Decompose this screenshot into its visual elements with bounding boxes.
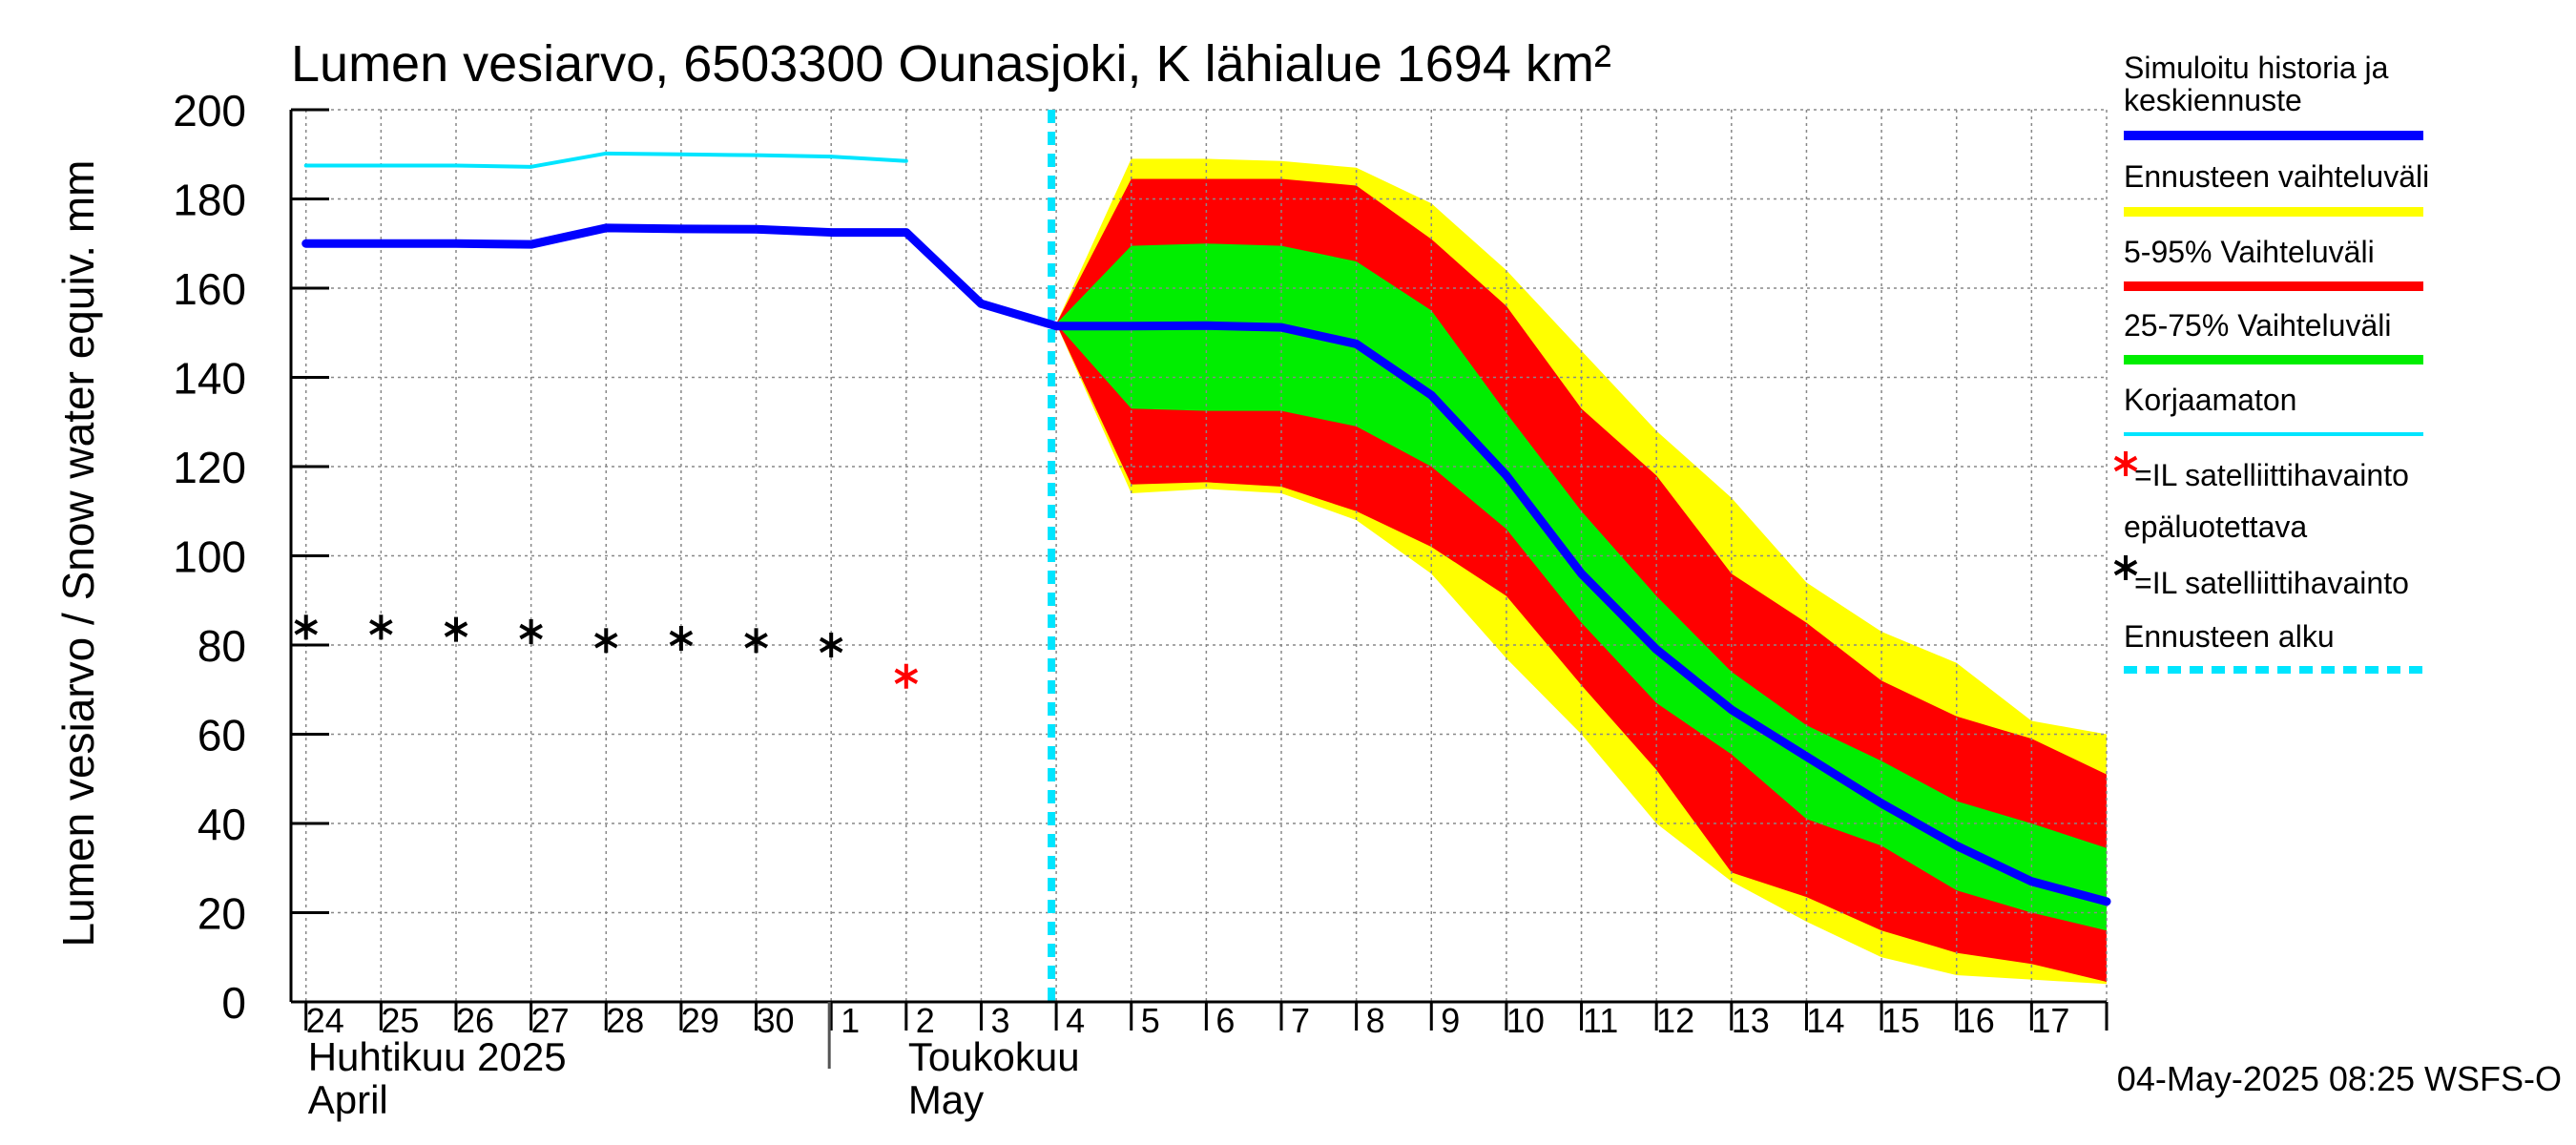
chart-title: Lumen vesiarvo, 6503300 Ounasjoki, K läh… — [291, 35, 1611, 93]
legend-label: 25-75% Vaihteluväli — [2124, 308, 2391, 343]
x-tick-label: 5 — [1141, 1001, 1160, 1040]
x-tick-label: 26 — [456, 1001, 494, 1040]
x-tick-label: 24 — [306, 1001, 344, 1040]
legend-label: =IL satelliittihavainto — [2134, 458, 2409, 492]
observation-marker — [369, 614, 393, 640]
y-tick-label: 180 — [173, 176, 246, 225]
legend-star-marker — [2113, 555, 2138, 580]
x-tick-label: 11 — [1583, 1001, 1618, 1040]
x-tick-label: 13 — [1732, 1001, 1770, 1040]
observation-marker — [519, 618, 543, 644]
x-tick-label: 10 — [1506, 1001, 1545, 1040]
observation-unreliable-marker — [894, 663, 919, 689]
x-tick-label: 16 — [1957, 1001, 1995, 1040]
x-tick-label: 1 — [841, 1001, 860, 1040]
band-25-75-vaihteluv-li — [1056, 243, 2107, 931]
observation-marker-stroke — [744, 633, 768, 649]
observation-marker-stroke — [444, 621, 468, 637]
x-tick-label: 30 — [757, 1001, 795, 1040]
legend-label: Korjaamaton — [2124, 383, 2296, 417]
x-tick-label: 15 — [1881, 1001, 1920, 1040]
y-tick-label: 0 — [221, 978, 246, 1028]
observation-marker-stroke — [594, 633, 618, 649]
x-tick-label: 4 — [1066, 1001, 1085, 1040]
y-tick-label: 20 — [197, 889, 246, 939]
legend-star-marker — [2113, 451, 2138, 476]
x-tick-label: 12 — [1656, 1001, 1694, 1040]
observation-marker — [444, 616, 468, 642]
observation-marker — [744, 628, 768, 654]
x-tick-label: 8 — [1366, 1001, 1385, 1040]
month-label-en: April — [308, 1077, 388, 1122]
observation-marker-stroke — [819, 636, 843, 654]
observation-marker — [294, 614, 318, 640]
y-tick-label: 200 — [173, 86, 246, 135]
y-axis-label: Lumen vesiarvo / Snow water equiv. mm — [53, 160, 103, 947]
footer-timestamp: 04-May-2025 08:25 WSFS-O — [2117, 1059, 2562, 1098]
month-label-fi: Huhtikuu 2025 — [308, 1034, 567, 1079]
observation-marker-stroke — [669, 630, 694, 647]
y-tick-label: 160 — [173, 264, 246, 314]
month-label-en: May — [908, 1077, 984, 1122]
legend-label: epäluotettava — [2124, 510, 2307, 544]
legend-label: =IL satelliittihavainto — [2134, 566, 2409, 600]
x-tick-label: 3 — [990, 1001, 1009, 1040]
series-line-simulated — [301, 223, 2111, 906]
observation-marker — [594, 628, 618, 654]
y-tick-label: 100 — [173, 532, 246, 582]
legend-star-marker-stroke — [2113, 559, 2138, 576]
legend-label: Ennusteen vaihteluväli — [2124, 159, 2429, 194]
legend-star-marker-stroke — [2113, 455, 2138, 472]
observation-marker — [669, 625, 694, 651]
observation-marker-stroke — [519, 623, 543, 640]
legend-label: 5-95% Vaihteluväli — [2124, 235, 2375, 269]
observation-marker-stroke — [294, 619, 318, 635]
legend-label: Ennusteen alku — [2124, 619, 2335, 654]
grid-lines — [291, 109, 2108, 1002]
x-tick-label: 14 — [1806, 1001, 1844, 1040]
x-tick-label: 17 — [2031, 1001, 2069, 1040]
observation-marker — [819, 633, 843, 657]
x-tick-label: 9 — [1441, 1001, 1460, 1040]
month-label-fi: Toukokuu — [908, 1034, 1080, 1079]
observation-unreliable-marker-stroke — [894, 668, 919, 684]
legend-label: keskiennuste — [2124, 83, 2302, 117]
y-tick-label: 80 — [197, 621, 246, 671]
observation-marker-stroke — [369, 619, 393, 635]
x-tick-label: 28 — [606, 1001, 644, 1040]
y-tick-label: 40 — [197, 800, 246, 849]
x-tick-label: 29 — [681, 1001, 719, 1040]
legend-label: Simuloitu historia ja — [2124, 51, 2389, 85]
series-line-uncorrected — [303, 151, 908, 169]
y-tick-label: 60 — [197, 711, 246, 760]
x-tick-label: 6 — [1215, 1001, 1235, 1040]
y-tick-label: 120 — [173, 443, 246, 492]
x-tick-label: 25 — [381, 1001, 419, 1040]
series-lines — [294, 110, 2111, 1002]
x-tick-label: 7 — [1291, 1001, 1310, 1040]
x-tick-label: 2 — [916, 1001, 935, 1040]
y-tick-label: 140 — [173, 354, 246, 404]
x-tick-label: 27 — [531, 1001, 570, 1040]
